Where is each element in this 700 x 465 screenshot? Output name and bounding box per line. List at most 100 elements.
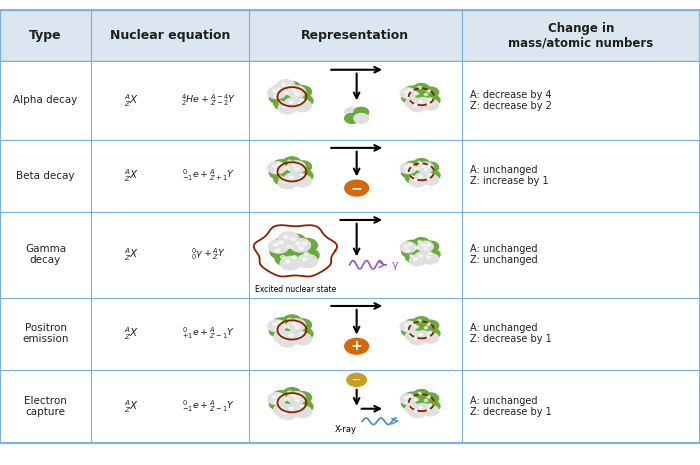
Circle shape	[288, 161, 305, 173]
Text: $^0_0\gamma + ^A_ZY$: $^0_0\gamma + ^A_ZY$	[190, 247, 226, 262]
Circle shape	[270, 398, 288, 410]
Text: Change in
mass/atomic numbers: Change in mass/atomic numbers	[508, 22, 654, 50]
Circle shape	[414, 410, 417, 412]
Text: γ: γ	[391, 260, 398, 270]
Circle shape	[418, 392, 421, 395]
Circle shape	[279, 232, 299, 245]
Text: A: unchanged
Z: unchanged: A: unchanged Z: unchanged	[470, 244, 538, 266]
Text: $^4_2He + ^{A-4}_{Z-2}Y$: $^4_2He + ^{A-4}_{Z-2}Y$	[181, 93, 236, 108]
Circle shape	[427, 256, 430, 259]
Circle shape	[402, 326, 417, 336]
Circle shape	[287, 246, 292, 248]
Text: Type: Type	[29, 29, 62, 42]
Circle shape	[268, 392, 286, 405]
Circle shape	[414, 84, 429, 94]
Circle shape	[408, 164, 412, 166]
Text: A: decrease by 4
Z: decrease by 2: A: decrease by 4 Z: decrease by 2	[470, 90, 552, 111]
Circle shape	[285, 92, 288, 94]
Text: −: −	[352, 375, 361, 385]
Circle shape	[411, 323, 427, 333]
Circle shape	[295, 328, 313, 340]
Circle shape	[406, 328, 410, 331]
FancyBboxPatch shape	[0, 370, 700, 443]
Circle shape	[279, 407, 283, 410]
Circle shape	[290, 165, 309, 177]
Text: X-ray: X-ray	[335, 425, 357, 434]
Circle shape	[268, 239, 288, 253]
Circle shape	[279, 241, 284, 244]
FancyBboxPatch shape	[0, 10, 700, 61]
Circle shape	[411, 396, 427, 406]
Circle shape	[293, 100, 312, 112]
Circle shape	[284, 173, 302, 185]
Circle shape	[300, 98, 304, 100]
Circle shape	[410, 176, 426, 187]
Circle shape	[283, 180, 287, 183]
Circle shape	[424, 93, 428, 96]
Circle shape	[280, 395, 298, 407]
Circle shape	[414, 179, 417, 181]
Circle shape	[293, 319, 312, 331]
Circle shape	[298, 336, 302, 339]
Circle shape	[419, 254, 423, 257]
Circle shape	[423, 320, 439, 331]
Circle shape	[405, 166, 408, 168]
Circle shape	[274, 95, 278, 98]
Circle shape	[423, 241, 439, 252]
Circle shape	[404, 319, 420, 330]
Circle shape	[295, 242, 300, 245]
Circle shape	[400, 242, 416, 252]
Circle shape	[402, 167, 417, 178]
Circle shape	[300, 404, 304, 406]
Circle shape	[421, 244, 425, 246]
Circle shape	[419, 406, 423, 409]
Circle shape	[406, 249, 410, 252]
Circle shape	[415, 167, 419, 170]
Circle shape	[423, 174, 439, 185]
Circle shape	[290, 238, 295, 240]
Circle shape	[420, 397, 436, 407]
Circle shape	[277, 163, 281, 166]
Circle shape	[293, 86, 312, 98]
Circle shape	[295, 401, 313, 413]
Circle shape	[418, 240, 421, 243]
Circle shape	[276, 249, 280, 252]
Circle shape	[289, 176, 293, 179]
Circle shape	[424, 168, 428, 171]
Circle shape	[346, 373, 367, 386]
Circle shape	[283, 315, 301, 327]
Circle shape	[297, 239, 317, 252]
Circle shape	[405, 404, 421, 414]
Circle shape	[298, 89, 302, 92]
Circle shape	[427, 90, 430, 92]
Circle shape	[272, 318, 290, 330]
Circle shape	[424, 326, 428, 329]
Circle shape	[423, 393, 439, 404]
Circle shape	[300, 173, 304, 176]
Circle shape	[268, 86, 286, 99]
Circle shape	[410, 334, 426, 345]
Circle shape	[423, 332, 439, 343]
Circle shape	[298, 409, 302, 412]
Circle shape	[405, 324, 408, 326]
Circle shape	[289, 101, 293, 104]
Circle shape	[410, 254, 413, 257]
Circle shape	[408, 243, 412, 246]
Circle shape	[411, 244, 427, 254]
Circle shape	[424, 170, 440, 180]
Text: A: unchanged
Z: decrease by 1: A: unchanged Z: decrease by 1	[470, 323, 552, 345]
Circle shape	[427, 165, 430, 167]
Circle shape	[272, 160, 290, 172]
Circle shape	[286, 260, 290, 263]
Circle shape	[423, 100, 439, 110]
Circle shape	[292, 395, 296, 398]
Text: Excited nuclear state: Excited nuclear state	[255, 285, 336, 294]
Circle shape	[418, 319, 421, 322]
Circle shape	[297, 254, 317, 268]
Circle shape	[404, 86, 420, 97]
Circle shape	[274, 98, 292, 110]
Circle shape	[406, 95, 410, 98]
FancyBboxPatch shape	[0, 298, 700, 370]
Circle shape	[295, 93, 299, 95]
Circle shape	[283, 338, 287, 341]
